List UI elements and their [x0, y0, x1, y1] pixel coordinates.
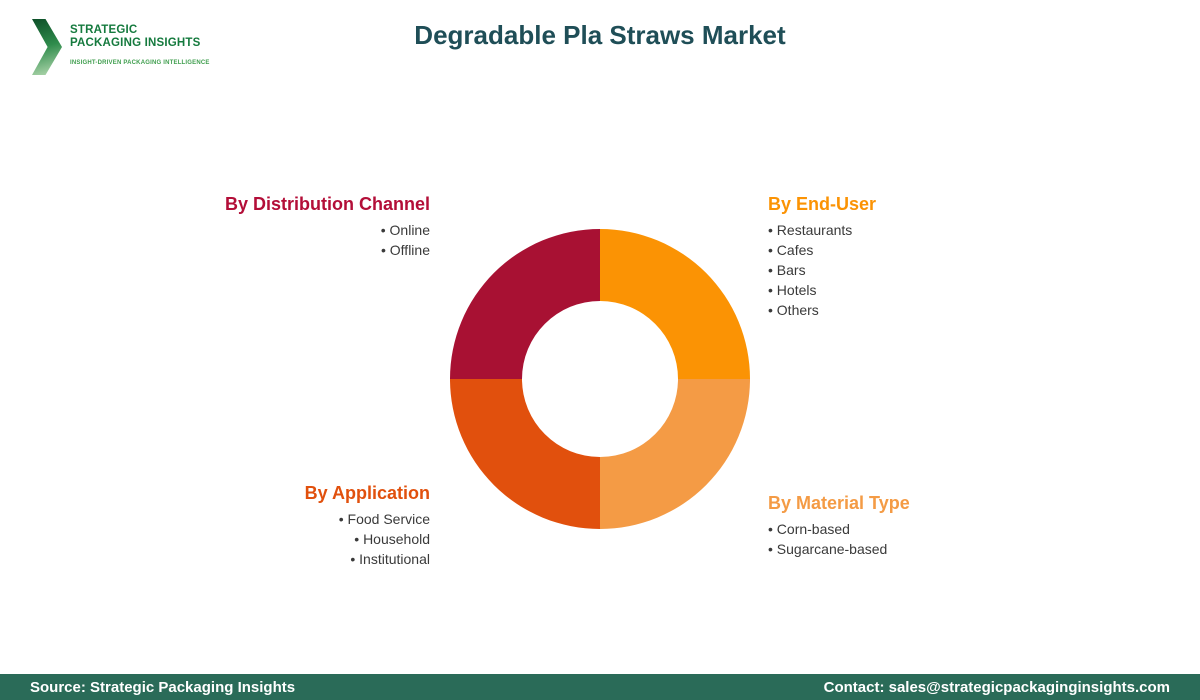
- donut-segment-material-type: [600, 379, 750, 529]
- list-item: Bars: [768, 260, 1048, 280]
- section-application: By Application Food Service Household In…: [30, 483, 430, 569]
- section-end-user: By End-User Restaurants Cafes Bars Hotel…: [768, 194, 1048, 320]
- contact-text: Contact: sales@strategicpackaginginsight…: [823, 678, 1170, 696]
- footer-bar: Source: Strategic Packaging Insights Con…: [0, 674, 1200, 700]
- section-heading-material-type: By Material Type: [768, 493, 910, 513]
- logo: STRATEGIC PACKAGING INSIGHTS INSIGHT-DRI…: [32, 10, 210, 75]
- list-item: Institutional: [30, 549, 430, 569]
- section-heading-distribution-channel: By Distribution Channel: [224, 194, 430, 214]
- donut-chart: [450, 229, 750, 529]
- list-item: Cafes: [768, 240, 1048, 260]
- section-heading-application: By Application: [304, 483, 430, 503]
- list-item: Restaurants: [768, 220, 1048, 240]
- logo-name-line2: PACKAGING INSIGHTS: [70, 37, 201, 49]
- source-text: Source: Strategic Packaging Insights: [30, 678, 296, 696]
- logo-text: STRATEGIC PACKAGING INSIGHTS INSIGHT-DRI…: [70, 10, 210, 66]
- list-item: Hotels: [768, 280, 1048, 300]
- list-item: Corn-based: [768, 519, 1068, 539]
- section-list-end-user: Restaurants Cafes Bars Hotels Others: [768, 220, 1048, 320]
- section-heading-end-user: By End-User: [768, 194, 877, 214]
- list-item: Offline: [30, 240, 430, 260]
- page-title: Degradable Pla Straws Market: [414, 20, 786, 50]
- list-item: Online: [30, 220, 430, 240]
- donut-segment-distribution-channel: [450, 229, 600, 379]
- logo-name-line1: STRATEGIC: [70, 24, 138, 36]
- donut-segment-application: [450, 379, 600, 529]
- list-item: Household: [30, 529, 430, 549]
- section-list-distribution-channel: Online Offline: [30, 220, 430, 260]
- section-material-type: By Material Type Corn-based Sugarcane-ba…: [768, 493, 1068, 559]
- section-list-application: Food Service Household Institutional: [30, 509, 430, 569]
- list-item: Food Service: [30, 509, 430, 529]
- list-item: Sugarcane-based: [768, 539, 1068, 559]
- section-distribution-channel: By Distribution Channel Online Offline: [30, 194, 430, 260]
- section-list-material-type: Corn-based Sugarcane-based: [768, 519, 1068, 559]
- list-item: Others: [768, 300, 1048, 320]
- donut-segment-end-user: [600, 229, 750, 379]
- logo-tagline: INSIGHT-DRIVEN PACKAGING INTELLIGENCE: [70, 60, 210, 66]
